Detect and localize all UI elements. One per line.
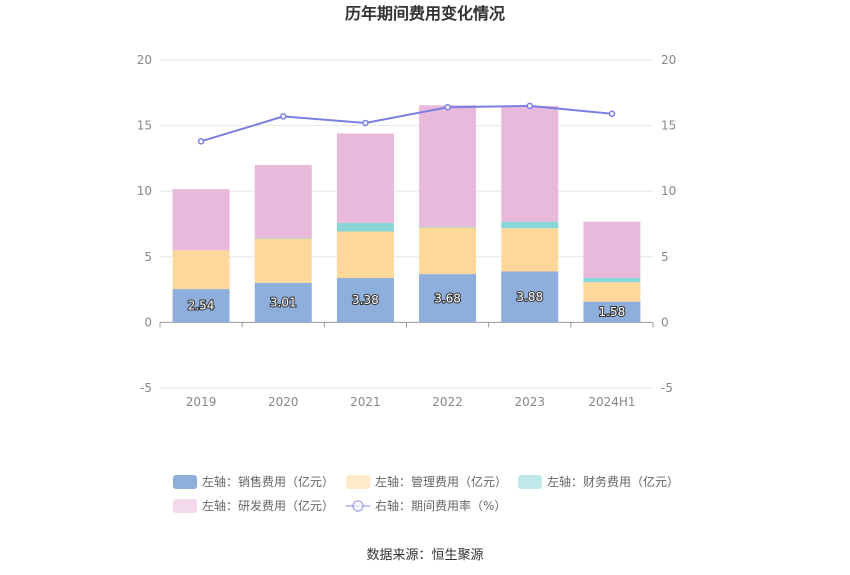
y-left-tick-label: 20 — [137, 53, 152, 67]
y-left-tick-label: 5 — [144, 250, 152, 264]
legend: 左轴：销售费用（亿元） 左轴：管理费用（亿元） 左轴：财务费用（亿元） 左轴：研发费用… — [173, 474, 679, 513]
bar-data-label: 3.68 — [434, 291, 461, 305]
bar-segment — [419, 227, 477, 275]
legend-swatch — [173, 499, 197, 513]
line-point — [444, 103, 451, 111]
line-point — [608, 110, 616, 118]
bar-data-label: 3.01 — [270, 296, 297, 310]
bar-segment — [583, 301, 641, 323]
bar-segment — [336, 133, 394, 223]
legend-swatch — [352, 500, 364, 512]
legend-swatch — [173, 475, 197, 489]
y-right-tick-label: 20 — [661, 53, 676, 67]
bar-segment — [419, 274, 477, 323]
bar-segment — [419, 105, 477, 227]
bar-segment — [172, 250, 230, 290]
bar-segment — [501, 221, 559, 229]
bar-segment — [172, 289, 230, 323]
y-left-tick-label: 0 — [144, 315, 152, 329]
y-right-tick-label: 15 — [661, 119, 676, 133]
x-tick-label: 2021 — [350, 395, 381, 409]
y-right-tick-label: 5 — [661, 250, 669, 264]
x-axis: 2019 2020 2021 2022 2023 2024H1 — [159, 322, 654, 409]
bar-segment — [583, 282, 641, 302]
grid-lines — [160, 59, 653, 389]
line-point — [362, 119, 369, 127]
legend-label: 右轴：期间费用率（%） — [375, 498, 506, 513]
y-left-tick-label: 15 — [137, 119, 152, 133]
x-tick-label: 2019 — [186, 395, 217, 409]
bar-segment — [254, 164, 312, 238]
bar-segment — [336, 278, 394, 323]
legend-label: 左轴：研发费用（亿元） — [202, 498, 334, 513]
y-axis-right: -5 0 5 10 15 20 — [661, 53, 676, 395]
line-point — [280, 113, 287, 120]
rate-line — [197, 102, 616, 145]
bar-segment — [583, 277, 641, 283]
y-axis-left: -5 0 5 10 15 20 — [137, 53, 152, 395]
bar-data-label: 2.54 — [188, 299, 215, 313]
legend-swatch — [518, 475, 542, 489]
bar-segment — [419, 226, 477, 228]
y-right-tick-label: 0 — [661, 315, 669, 329]
bar-data-label: 3.88 — [516, 290, 543, 304]
bar-segment — [583, 221, 641, 278]
bar-labels: 2.54 3.01 3.38 3.68 3.88 1.58 — [187, 289, 627, 320]
legend-label: 左轴：销售费用（亿元） — [202, 474, 334, 489]
bar-segment — [254, 238, 312, 283]
bar-series — [172, 105, 641, 323]
line-point — [526, 102, 533, 110]
legend-swatch — [346, 475, 370, 489]
legend-label: 左轴：管理费用（亿元） — [375, 474, 507, 489]
line-series — [200, 104, 613, 143]
y-right-tick-label: 10 — [661, 184, 676, 198]
bar-segment — [336, 231, 394, 279]
source-note: 数据来源：恒生聚源 — [366, 548, 483, 563]
bar-segment — [501, 271, 559, 323]
chart-title: 历年期间费用变化情况 — [345, 4, 505, 23]
bar-data-label: 1.58 — [599, 305, 626, 319]
x-tick-label: 2023 — [514, 395, 545, 409]
bar-segment — [501, 105, 559, 222]
bar-data-label: 3.38 — [352, 293, 379, 307]
y-left-tick-label: -5 — [140, 381, 152, 395]
bar-segment — [254, 237, 312, 239]
x-tick-label: 2024H1 — [588, 395, 635, 409]
legend-label: 左轴：财务费用（亿元） — [547, 474, 679, 489]
bar-segment — [254, 282, 312, 323]
bar-segment — [336, 222, 394, 232]
bar-segment — [172, 189, 230, 251]
y-right-tick-label: -5 — [661, 381, 673, 395]
line-point — [197, 138, 205, 145]
bar-segment — [501, 228, 559, 272]
y-left-tick-label: 10 — [137, 184, 152, 198]
x-tick-label: 2022 — [432, 395, 463, 409]
x-tick-label: 2020 — [268, 395, 299, 409]
